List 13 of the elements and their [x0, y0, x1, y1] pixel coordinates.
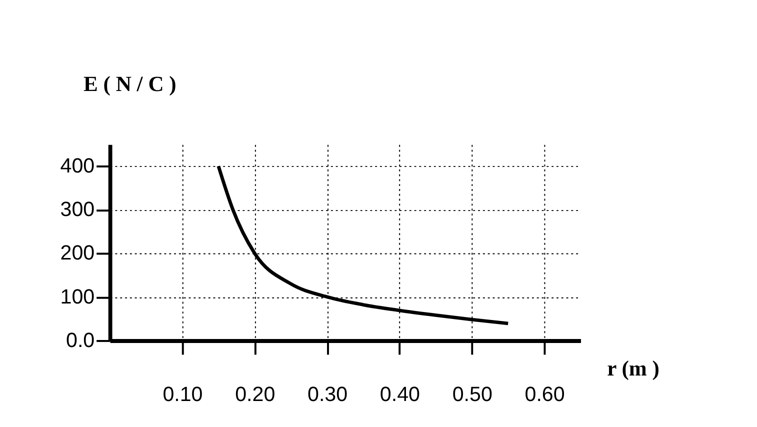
y-axis-title: E ( N / C ) [84, 72, 176, 96]
x-tick-label: 0.60 [524, 382, 565, 406]
y-tick-label: 400 [60, 154, 95, 178]
x-tick-label: 0.40 [380, 382, 420, 406]
x-tick-label: 0.20 [235, 382, 276, 406]
y-tick-label: 200 [60, 242, 95, 265]
y-tick-label: 100 [60, 285, 95, 308]
x-tick-label: 0.50 [452, 382, 492, 406]
x-tick-label: 0.10 [162, 382, 203, 406]
y-tick-label: 0.0 [66, 328, 95, 352]
x-axis-title: r (m ) [607, 356, 660, 380]
x-tick-label: 0.30 [308, 382, 348, 406]
y-tick-label: 300 [60, 198, 95, 222]
